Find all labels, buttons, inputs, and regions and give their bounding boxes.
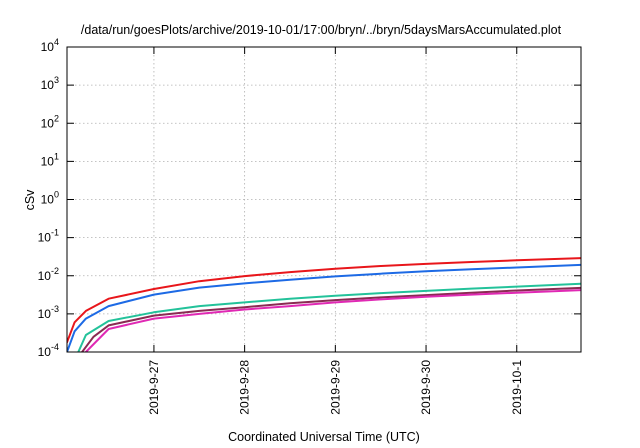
chart-title: /data/run/goesPlots/archive/2019-10-01/1… xyxy=(81,23,562,37)
series-line-5 xyxy=(84,289,581,352)
x-tick-label: 2019-9-29 xyxy=(328,360,342,415)
x-tick-labels: 2019-9-27 2019-9-28 2019-9-29 2019-9-30 2019… xyxy=(147,360,524,415)
y-tick-label: 101 xyxy=(41,151,59,168)
series-layer xyxy=(67,257,581,352)
y-tick-labels: 10-4 10-3 10-2 10-1 100 101 102 103 104 xyxy=(38,37,59,359)
x-tick-label: 2019-10-1 xyxy=(510,360,524,415)
y-tick-label: 104 xyxy=(41,37,59,54)
series-line-2 xyxy=(67,263,581,352)
series-line-4 xyxy=(81,286,581,352)
series-line-3 xyxy=(77,282,581,352)
y-tick-label: 10-2 xyxy=(38,266,59,283)
y-tick-label: 103 xyxy=(41,75,59,92)
y-tick-label: 10-3 xyxy=(38,304,59,321)
ticks xyxy=(67,46,581,353)
x-axis-title: Coordinated Universal Time (UTC) xyxy=(228,430,420,444)
y-tick-label: 10-1 xyxy=(38,228,59,245)
y-tick-label: 10-4 xyxy=(38,342,59,359)
x-tick-label: 2019-9-27 xyxy=(147,360,161,415)
x-tick-label: 2019-9-30 xyxy=(419,360,433,415)
series-line-1 xyxy=(67,257,581,344)
y-tick-label: 102 xyxy=(41,113,59,130)
grid xyxy=(67,47,581,352)
y-tick-label: 100 xyxy=(41,190,59,207)
x-tick-label: 2019-9-28 xyxy=(238,360,252,415)
y-axis-title: cSv xyxy=(23,189,37,211)
